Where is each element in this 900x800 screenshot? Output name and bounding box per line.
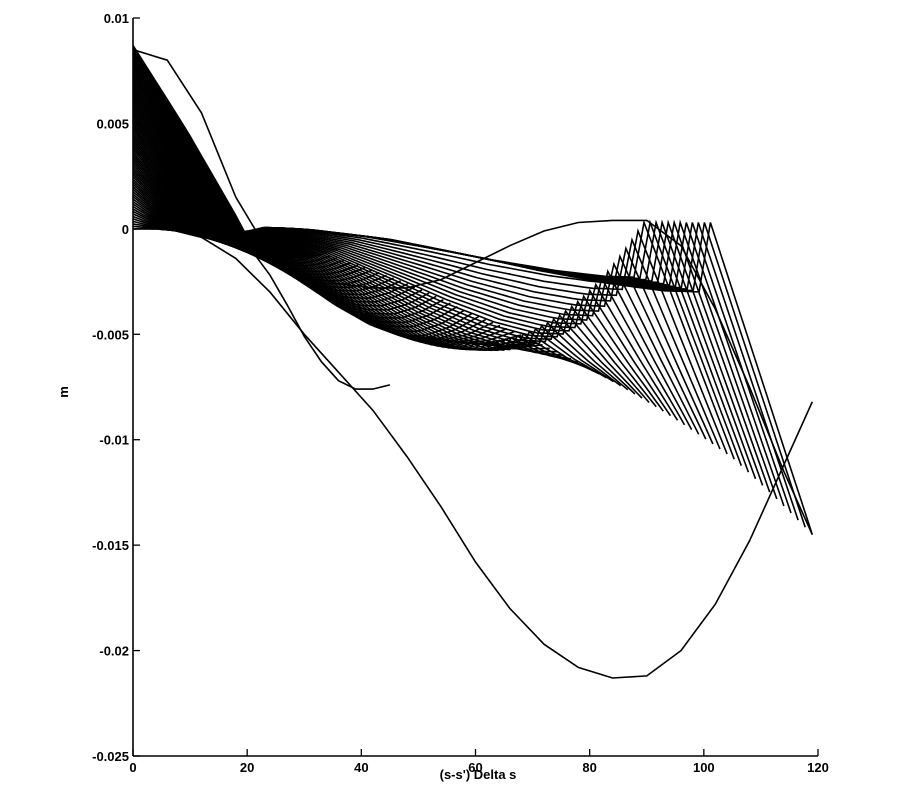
- series-line: [132, 101, 650, 404]
- series-line: [132, 44, 814, 535]
- y-tick-label: 0: [122, 222, 129, 237]
- x-axis-label: (s-s') Delta s: [440, 767, 517, 782]
- x-tick-label: 60: [468, 760, 482, 775]
- curve-family: [132, 44, 814, 679]
- y-tick-label: -0.015: [92, 538, 129, 553]
- series-line: [132, 124, 586, 367]
- series-line: [132, 84, 700, 435]
- axes: 0 20 40 60 80 100 120 0.01 0.005 0 -0.005 -0.01 -0.0…: [92, 11, 829, 775]
- series-line: [132, 82, 707, 440]
- x-tick-label: 20: [240, 760, 254, 775]
- series-line: [132, 114, 615, 383]
- y-axis-label: m: [56, 386, 71, 398]
- series-line: [133, 228, 814, 679]
- series-line: [132, 59, 771, 493]
- series-line: [132, 106, 636, 395]
- y-tick-label: 0.005: [96, 116, 129, 131]
- series-line: [132, 89, 686, 426]
- y-tick-label: -0.01: [99, 433, 129, 448]
- series-line: [132, 72, 735, 460]
- series-line: [132, 97, 664, 412]
- series-line: [132, 48, 814, 535]
- series-line: [132, 99, 657, 408]
- series-line: [132, 104, 643, 399]
- y-tick-label: 0.01: [104, 11, 129, 26]
- series-line: [132, 67, 750, 473]
- series-line: [132, 116, 607, 379]
- series-line: [132, 126, 579, 364]
- series-line: [132, 57, 778, 500]
- series-line: [132, 69, 743, 466]
- x-tick-label: 80: [582, 760, 596, 775]
- y-tick-label: -0.025: [92, 749, 129, 764]
- x-tick-label: 120: [807, 760, 829, 775]
- y-tick-label: -0.02: [99, 644, 129, 659]
- x-tick-label: 100: [693, 760, 715, 775]
- x-tick-label: 0: [129, 760, 136, 775]
- series-line: [132, 92, 679, 421]
- x-tick-label: 40: [354, 760, 368, 775]
- y-tick-label: -0.005: [92, 327, 129, 342]
- series-line: [132, 79, 714, 445]
- series-line: [132, 49, 799, 521]
- series-line: [132, 87, 693, 430]
- series-line: [132, 109, 629, 391]
- series-line: [132, 54, 785, 507]
- series-line: [132, 94, 672, 417]
- series-line: [132, 223, 391, 390]
- series-line: [132, 111, 622, 387]
